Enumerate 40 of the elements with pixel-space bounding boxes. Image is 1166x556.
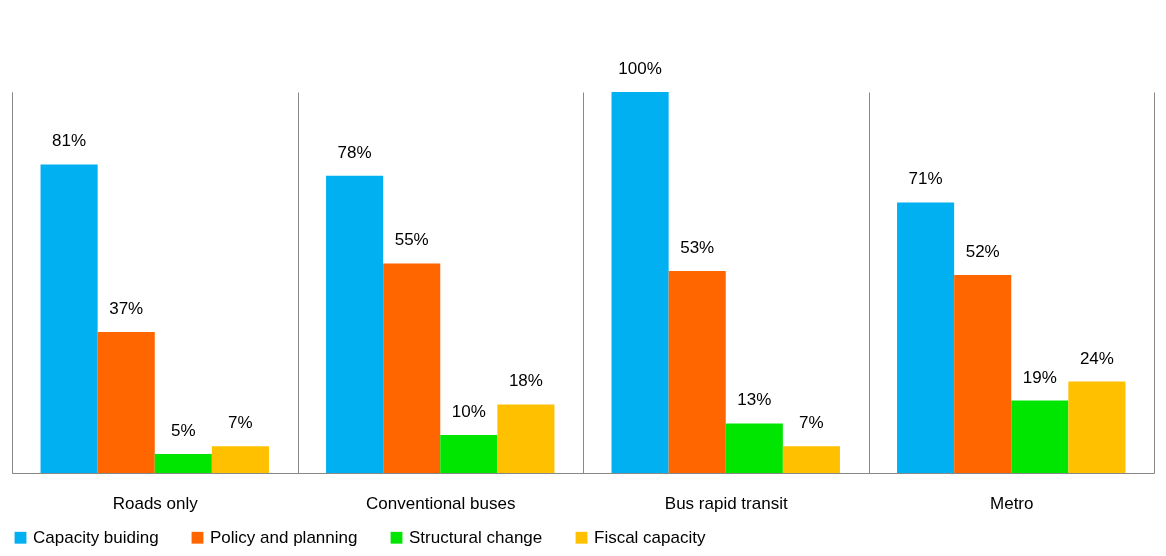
data-label: 7% (228, 413, 253, 433)
bar (954, 274, 1012, 473)
bar (668, 271, 726, 473)
x-tick-label: Conventional buses (366, 493, 516, 513)
bar (497, 404, 555, 473)
legend-label: Structural change (409, 527, 543, 547)
data-label: 24% (1079, 348, 1114, 368)
data-label: 53% (680, 238, 715, 258)
x-tick-label: Metro (990, 493, 1034, 513)
bar (97, 332, 155, 473)
bar (40, 164, 98, 473)
data-label: 13% (737, 390, 772, 410)
bar (383, 263, 441, 473)
bar (897, 202, 955, 473)
x-tick-label: Roads only (112, 493, 199, 513)
data-label: 78% (337, 142, 372, 162)
legend-label: Policy and planning (210, 527, 358, 547)
bar (211, 446, 269, 473)
data-label: 55% (394, 230, 429, 250)
bar (1068, 381, 1126, 473)
bar (611, 92, 669, 473)
legend-label: Capacity buiding (33, 527, 159, 547)
data-label: 100% (618, 59, 662, 78)
data-label: 5% (171, 420, 196, 440)
bar (1011, 400, 1069, 473)
data-label: 18% (508, 371, 543, 391)
data-label: 10% (451, 401, 486, 421)
data-label: 81% (52, 131, 87, 151)
bar (154, 453, 212, 473)
x-tick-label: Bus rapid transit (664, 493, 788, 513)
data-label: 7% (799, 413, 824, 433)
data-label: 71% (908, 169, 943, 189)
bar (782, 446, 840, 473)
data-label: 52% (965, 241, 1000, 261)
bar (725, 423, 783, 473)
data-label: 19% (1022, 367, 1057, 387)
bar (440, 434, 498, 473)
bar (326, 175, 384, 473)
legend-label: Fiscal capacity (594, 527, 706, 547)
data-label: 37% (109, 299, 144, 319)
